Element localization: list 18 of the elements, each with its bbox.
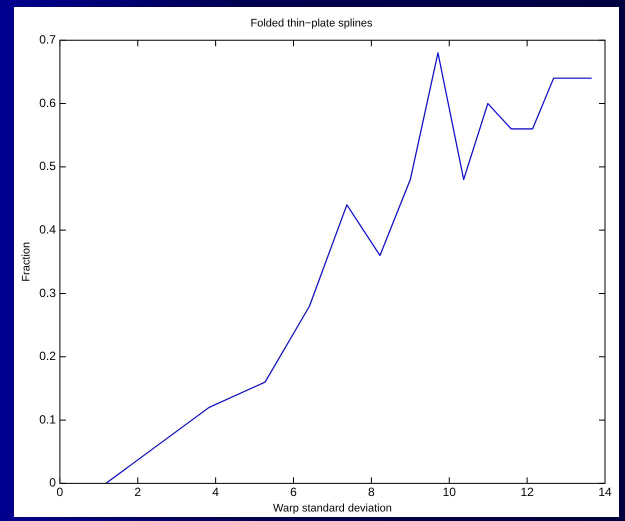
x-tick-label: 8 <box>368 484 376 499</box>
x-tick-label: 6 <box>290 484 298 499</box>
y-tick-label: 0.7 <box>39 32 56 47</box>
x-tick-label: 2 <box>134 484 142 499</box>
chart-title: Folded thin−plate splines <box>250 18 373 30</box>
x-tick-label: 4 <box>212 484 220 499</box>
y-tick-label: 0.3 <box>39 286 56 300</box>
y-axis-title: Fraction <box>20 242 33 282</box>
y-tick-label: 0.5 <box>39 159 56 174</box>
y-tick-label: 0.6 <box>39 96 56 110</box>
x-tick-label: 10 <box>442 484 456 499</box>
y-tick-label: 0.1 <box>39 412 56 426</box>
y-tick-label: 0.2 <box>39 349 56 364</box>
x-tick-label: 14 <box>598 484 612 499</box>
y-tick-label: 0.4 <box>39 222 56 236</box>
x-axis-title: Warp standard deviation <box>273 502 392 514</box>
y-tick-label: 0 <box>49 476 56 490</box>
x-tick-label: 12 <box>520 484 534 499</box>
